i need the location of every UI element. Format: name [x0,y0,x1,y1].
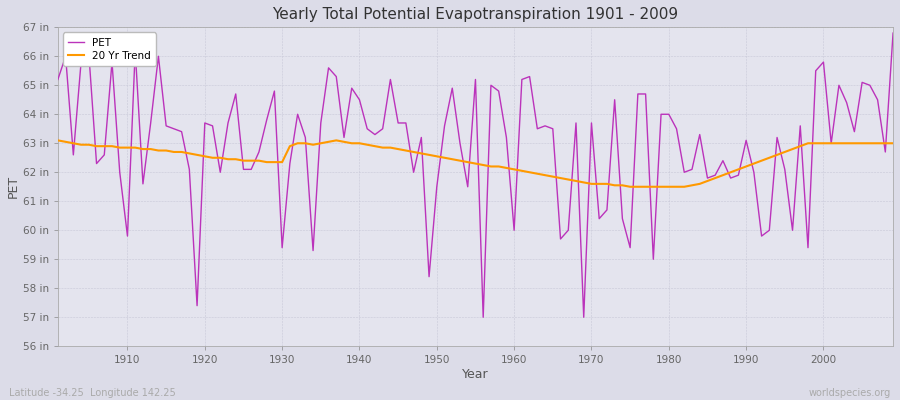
Line: 20 Yr Trend: 20 Yr Trend [58,140,893,187]
20 Yr Trend [625,184,635,189]
PET [517,77,527,82]
PET [478,315,489,320]
20 Yr Trend [284,144,295,148]
PET [284,161,295,166]
Text: worldspecies.org: worldspecies.org [809,388,891,398]
20 Yr Trend [508,167,519,172]
X-axis label: Year: Year [463,368,489,381]
20 Yr Trend [331,138,342,143]
PET [114,170,125,175]
Y-axis label: PET: PET [7,175,20,198]
20 Yr Trend [887,141,898,146]
PET [887,31,898,36]
PET [508,228,519,233]
20 Yr Trend [52,138,63,143]
Title: Yearly Total Potential Evapotranspiration 1901 - 2009: Yearly Total Potential Evapotranspiratio… [273,7,679,22]
Text: Latitude -34.25  Longitude 142.25: Latitude -34.25 Longitude 142.25 [9,388,176,398]
Line: PET: PET [58,33,893,317]
PET [331,74,342,79]
PET [609,97,620,102]
20 Yr Trend [601,182,612,186]
20 Yr Trend [114,145,125,150]
PET [52,77,63,82]
Legend: PET, 20 Yr Trend: PET, 20 Yr Trend [63,32,157,66]
20 Yr Trend [501,166,512,170]
